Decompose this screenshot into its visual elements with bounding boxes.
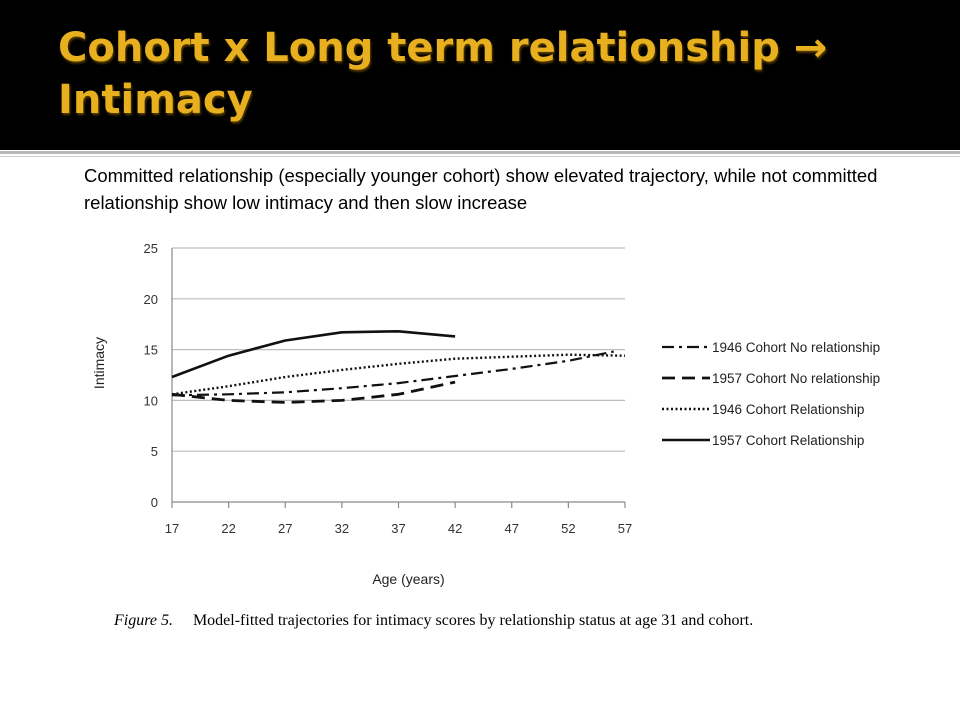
x-tick-label: 32	[335, 521, 349, 536]
legend-label-2: 1957 Cohort No relationship	[712, 371, 880, 386]
y-tick-label: 10	[144, 393, 158, 408]
x-tick-label: 57	[618, 521, 632, 536]
legend-label-3: 1946 Cohort Relationship	[712, 402, 864, 417]
y-axis-title: Intimacy	[91, 337, 107, 389]
x-axis-title: Age (years)	[372, 571, 444, 587]
x-tick-label: 37	[391, 521, 405, 536]
series-line-1	[171, 350, 614, 397]
y-tick-label: 0	[151, 495, 158, 510]
y-tick-label: 20	[144, 292, 158, 307]
title-bar	[0, 0, 960, 150]
figure-caption-text: Model-fitted trajectories for intimacy s…	[192, 612, 754, 629]
legend-label-1: 1946 Cohort No relationship	[712, 340, 880, 355]
intimacy-line-chart: 0 5 10 15 20 25 17 22 27 32 37 42 47 52 57 Age (years) I…	[91, 241, 880, 587]
figure-label: Figure 5.	[114, 612, 173, 629]
header-divider-thin	[0, 156, 960, 157]
legend-label-4: 1957 Cohort Relationship	[712, 433, 864, 448]
x-tick-label: 42	[448, 521, 462, 536]
header-divider	[0, 151, 960, 154]
x-tick-label: 47	[505, 521, 519, 536]
slide-subtitle: Committed relationship (especially young…	[84, 165, 878, 213]
x-tick-label: 22	[221, 521, 235, 536]
x-tick-label: 52	[561, 521, 575, 536]
slide-title: Cohort x Long term relationship → Intima…	[58, 25, 828, 123]
figure-caption: Figure 5. Model-fitted trajectories for i…	[114, 612, 934, 630]
x-tick-label: 27	[278, 521, 292, 536]
series-line-3	[171, 353, 626, 396]
y-tick-label: 25	[144, 241, 158, 256]
y-tick-label: 15	[144, 343, 158, 358]
series-line-2	[171, 380, 456, 404]
x-tick-label: 17	[165, 521, 179, 536]
series-line-4	[171, 330, 456, 379]
y-tick-label: 5	[151, 444, 158, 459]
